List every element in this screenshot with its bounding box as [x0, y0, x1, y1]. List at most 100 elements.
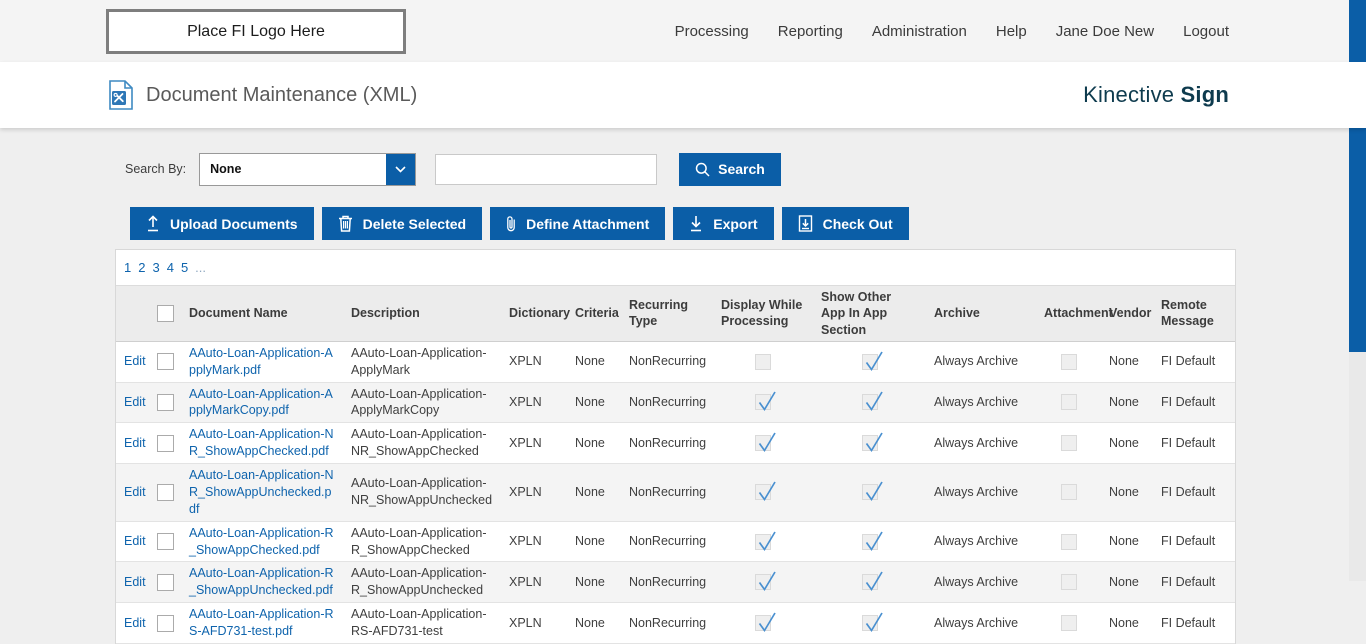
header-description[interactable]: Description	[351, 306, 420, 321]
row-checkbox[interactable]	[157, 614, 174, 632]
document-name-cell: AAuto-Loan-Application-R_ShowAppUnchecke…	[181, 562, 343, 602]
nav-user-name[interactable]: Jane Doe New	[1055, 22, 1155, 40]
row-checkbox-cell	[150, 533, 181, 550]
show-other-app-checkbox[interactable]	[861, 351, 883, 371]
header-dictionary[interactable]: Dictionary	[509, 306, 571, 321]
nav-logout[interactable]: Logout	[1183, 22, 1229, 40]
row-checkbox[interactable]	[157, 483, 174, 501]
page-link-5[interactable]: 5	[180, 260, 189, 275]
show-other-app-checkbox[interactable]	[861, 432, 883, 453]
display-while-processing-checkbox[interactable]	[755, 531, 776, 551]
check-mark-icon	[758, 571, 776, 592]
criteria-cell: None	[575, 615, 605, 630]
page-link-4[interactable]: 4	[166, 260, 174, 275]
table-row: Edit AAuto-Loan-Application-RS-AFD731-tes…	[116, 603, 1235, 644]
description-cell: AAuto-Loan-Application-R_ShowAppChecked	[351, 525, 487, 557]
header-display-while-processing[interactable]: Display While Processing	[721, 298, 803, 329]
display-while-processing-checkbox[interactable]	[755, 612, 776, 633]
attachment-checkbox[interactable]	[1060, 484, 1077, 501]
show-other-app-checkbox[interactable]	[861, 391, 883, 412]
edit-link[interactable]: Edit	[124, 534, 146, 549]
search-input[interactable]	[435, 153, 658, 185]
page-link-more[interactable]: ...	[195, 260, 207, 275]
edit-link[interactable]: Edit	[124, 574, 146, 589]
criteria-cell: None	[575, 574, 605, 589]
attachment-checkbox[interactable]	[1060, 394, 1077, 411]
header-archive[interactable]: Archive	[934, 306, 980, 321]
document-name-link[interactable]: AAuto-Loan-Application-R_ShowAppUnchecke…	[189, 566, 334, 598]
document-name-cell: AAuto-Loan-Application-RS-AFD731-test.pd…	[181, 603, 343, 643]
search-by-select[interactable]: None	[199, 152, 417, 186]
header-vendor[interactable]: Vendor	[1109, 306, 1152, 321]
nav-help[interactable]: Help	[995, 22, 1027, 40]
main-nav: Processing Reporting Administration Help…	[675, 0, 1229, 62]
page-link-2[interactable]: 2	[138, 260, 146, 275]
archive-cell: Always Archive	[934, 574, 1019, 589]
display-while-processing-cell	[713, 571, 813, 592]
attachment-cell	[1036, 574, 1101, 591]
check-out-button[interactable]: Check Out	[781, 207, 909, 240]
header-recurring-type[interactable]: Recurring Type	[629, 298, 689, 329]
display-while-processing-checkbox[interactable]	[755, 571, 776, 592]
edit-link[interactable]: Edit	[124, 435, 146, 450]
upload-documents-button[interactable]: Upload Documents	[130, 207, 314, 240]
define-attachment-button[interactable]: Define Attachment	[490, 207, 666, 240]
header-criteria[interactable]: Criteria	[575, 306, 619, 321]
row-checkbox[interactable]	[157, 533, 174, 550]
page-link-3[interactable]: 3	[152, 260, 160, 275]
header-show-other-app[interactable]: Show Other App In App Section	[821, 290, 892, 337]
header-remote-message[interactable]: Remote Message	[1161, 298, 1214, 329]
edit-link[interactable]: Edit	[124, 394, 146, 409]
delete-selected-button[interactable]: Delete Selected	[321, 207, 483, 240]
edit-link[interactable]: Edit	[124, 484, 146, 499]
select-dropdown-button[interactable]	[386, 153, 416, 185]
search-icon	[695, 162, 710, 177]
document-name-link[interactable]: AAuto-Loan-Application-ApplyMark.pdf	[189, 345, 333, 377]
row-checkbox[interactable]	[157, 353, 174, 371]
check-mark-icon	[865, 391, 883, 412]
page-link-1[interactable]: 1	[124, 260, 132, 275]
display-while-processing-checkbox[interactable]	[755, 481, 776, 502]
edit-cell: Edit	[116, 481, 150, 504]
criteria-cell: None	[575, 394, 605, 409]
document-name-link[interactable]: AAuto-Loan-Application-NR_ShowAppChecked…	[189, 427, 334, 459]
description-cell: AAuto-Loan-Application-R_ShowAppUnchecke…	[351, 566, 487, 598]
scrollbar-thumb[interactable]	[1349, 0, 1366, 352]
document-name-link[interactable]: AAuto-Loan-Application-ApplyMarkCopy.pdf	[189, 386, 333, 418]
show-other-app-checkbox[interactable]	[861, 612, 883, 633]
document-maintenance-icon	[108, 80, 134, 110]
show-other-app-checkbox[interactable]	[861, 481, 883, 502]
vendor-cell: None	[1109, 574, 1139, 589]
show-other-app-checkbox[interactable]	[861, 571, 883, 592]
export-icon	[691, 216, 702, 232]
nav-reporting[interactable]: Reporting	[777, 22, 843, 40]
nav-administration[interactable]: Administration	[871, 22, 967, 40]
search-button[interactable]: Search	[679, 152, 781, 186]
check-mark-icon	[758, 391, 776, 412]
nav-processing[interactable]: Processing	[674, 22, 749, 40]
show-other-app-cell	[813, 351, 926, 371]
row-checkbox[interactable]	[157, 434, 174, 452]
row-checkbox[interactable]	[157, 393, 174, 411]
header-attachment[interactable]: Attachment	[1044, 306, 1113, 321]
attachment-checkbox[interactable]	[1060, 615, 1077, 631]
display-while-processing-checkbox[interactable]	[755, 432, 776, 453]
attachment-checkbox[interactable]	[1060, 353, 1077, 370]
display-while-processing-checkbox[interactable]	[755, 353, 771, 370]
document-name-link[interactable]: AAuto-Loan-Application-RS-AFD731-test.pd…	[189, 607, 334, 638]
edit-link[interactable]: Edit	[124, 615, 146, 630]
page-title: Document Maintenance (XML)	[146, 83, 418, 106]
row-checkbox[interactable]	[157, 573, 174, 591]
document-name-link[interactable]: AAuto-Loan-Application-NR_ShowAppUncheck…	[189, 468, 334, 516]
display-while-processing-checkbox[interactable]	[755, 391, 776, 412]
attachment-checkbox[interactable]	[1060, 574, 1077, 591]
show-other-app-checkbox[interactable]	[861, 531, 883, 551]
header-document-name[interactable]: Document Name	[189, 306, 288, 321]
attachment-checkbox[interactable]	[1060, 435, 1077, 452]
document-name-link[interactable]: AAuto-Loan-Application-R_ShowAppChecked.…	[189, 525, 334, 557]
vendor-cell: None	[1109, 615, 1139, 630]
edit-link[interactable]: Edit	[124, 354, 146, 369]
select-all-checkbox[interactable]	[157, 304, 174, 322]
attachment-checkbox[interactable]	[1060, 533, 1077, 550]
export-button[interactable]: Export	[673, 207, 774, 240]
